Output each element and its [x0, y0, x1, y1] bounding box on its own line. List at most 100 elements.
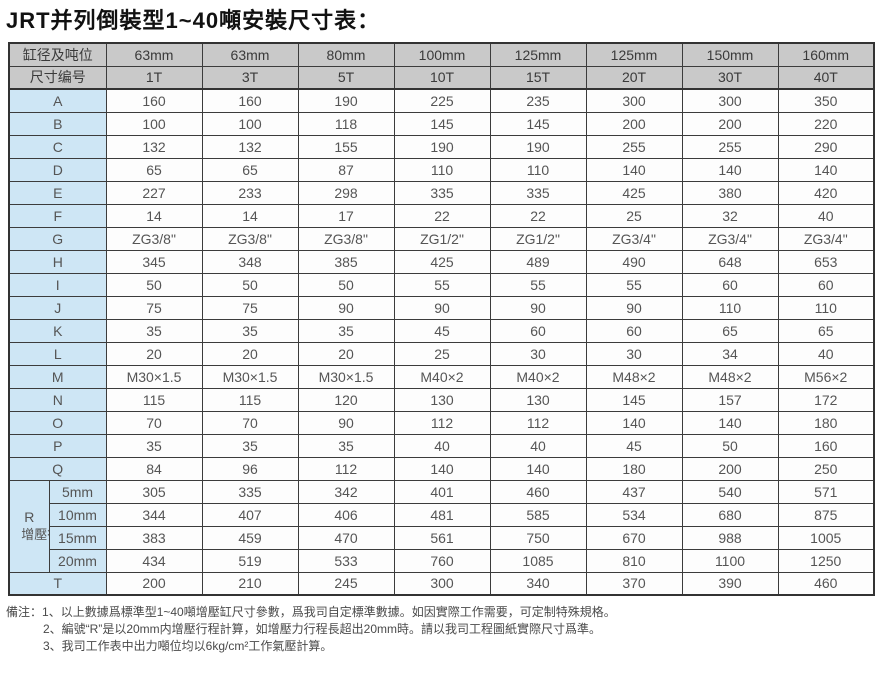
table-cell: 300 [681, 88, 779, 113]
row-label: G [8, 226, 107, 251]
header-cell: 100mm [393, 42, 491, 67]
table-cell: 460 [489, 479, 587, 504]
row-label: F [8, 203, 107, 228]
table-cell: 35 [105, 318, 203, 343]
header-cell: 150mm [681, 42, 779, 67]
table-cell: ZG3/4" [681, 226, 779, 251]
table-cell: 140 [681, 410, 779, 435]
table-cell: 460 [777, 571, 875, 596]
table-cell: 340 [489, 571, 587, 596]
table-cell: M48×2 [681, 364, 779, 389]
catalog-page: JRT并列倒裝型1~40噸安裝尺寸表： 缸径及吨位 63mm 63mm 80mm 100… [0, 3, 883, 685]
table-cell: 489 [489, 249, 587, 274]
table-cell: 112 [393, 410, 491, 435]
table-cell: 90 [297, 410, 395, 435]
table-cell: M30×1.5 [105, 364, 203, 389]
table-cell: 115 [105, 387, 203, 412]
table-cell: 290 [777, 134, 875, 159]
table-cell: 20 [297, 341, 395, 366]
table-cell: 190 [489, 134, 587, 159]
table-cell: 160 [201, 88, 299, 113]
table-cell: 298 [297, 180, 395, 205]
header-cell: 80mm [297, 42, 395, 67]
table-cell: 235 [489, 88, 587, 113]
table-cell: 112 [489, 410, 587, 435]
table-cell: 345 [105, 249, 203, 274]
table-cell: 22 [489, 203, 587, 228]
row-label: O [8, 410, 107, 435]
table-cell: 571 [777, 479, 875, 504]
table-cell: 100 [105, 111, 203, 136]
table-cell: 100 [201, 111, 299, 136]
header-cell: 1T [105, 65, 203, 90]
table-cell: 50 [297, 272, 395, 297]
table-cell: 157 [681, 387, 779, 412]
remark-line: 備注：1、以上數據爲標準型1~40噸增壓缸尺寸參數，爲我司自定標準數據。如因實際… [6, 604, 883, 621]
table-cell: 180 [777, 410, 875, 435]
table-cell: 65 [105, 157, 203, 182]
table-cell: 1100 [681, 548, 779, 573]
table-cell: 14 [105, 203, 203, 228]
table-cell: M40×2 [489, 364, 587, 389]
stroke-label: 15mm [48, 525, 107, 550]
table-cell: ZG3/4" [777, 226, 875, 251]
table-cell: 401 [393, 479, 491, 504]
table-cell: 50 [201, 272, 299, 297]
table-cell: 534 [585, 502, 683, 527]
table-cell: 115 [201, 387, 299, 412]
table-cell: 112 [297, 456, 395, 481]
table-cell: 250 [777, 456, 875, 481]
table-cell: 140 [777, 157, 875, 182]
table-cell: 35 [297, 433, 395, 458]
header-cell: 30T [681, 65, 779, 90]
table-cell: 140 [585, 157, 683, 182]
table-cell: 227 [105, 180, 203, 205]
header-cell: 125mm [585, 42, 683, 67]
table-cell: 96 [201, 456, 299, 481]
row-label: T [8, 571, 107, 596]
table-cell: 160 [105, 88, 203, 113]
table-cell: 561 [393, 525, 491, 550]
row-label: M [8, 364, 107, 389]
table-cell: 348 [201, 249, 299, 274]
remarks: 備注：1、以上數據爲標準型1~40噸增壓缸尺寸參數，爲我司自定標準數據。如因實際… [6, 604, 883, 655]
table-cell: 225 [393, 88, 491, 113]
table-cell: ZG3/8" [201, 226, 299, 251]
table-cell: 344 [105, 502, 203, 527]
table-cell: 90 [489, 295, 587, 320]
table-cell: 65 [681, 318, 779, 343]
table-cell: 210 [201, 571, 299, 596]
table-cell: 70 [105, 410, 203, 435]
table-cell: M40×2 [393, 364, 491, 389]
table-cell: 40 [489, 433, 587, 458]
table-cell: 540 [681, 479, 779, 504]
table-cell: 300 [393, 571, 491, 596]
table-cell: M48×2 [585, 364, 683, 389]
table-cell: 32 [681, 203, 779, 228]
row-label: C [8, 134, 107, 159]
page-title: JRT并列倒裝型1~40噸安裝尺寸表： [6, 8, 381, 33]
table-cell: 140 [681, 157, 779, 182]
table-cell: 200 [681, 111, 779, 136]
table-cell: 350 [777, 88, 875, 113]
table-cell: 680 [681, 502, 779, 527]
table-cell: 34 [681, 341, 779, 366]
table-cell: 434 [105, 548, 203, 573]
table-cell: 20 [105, 341, 203, 366]
table-cell: 87 [297, 157, 395, 182]
header-cell: 10T [393, 65, 491, 90]
row-label: Q [8, 456, 107, 481]
table-cell: 750 [489, 525, 587, 550]
table-cell: 437 [585, 479, 683, 504]
row-label: E [8, 180, 107, 205]
table-cell: 370 [585, 571, 683, 596]
table-cell: 60 [585, 318, 683, 343]
table-cell: 40 [777, 203, 875, 228]
table-cell: M30×1.5 [201, 364, 299, 389]
table-cell: 407 [201, 502, 299, 527]
table-cell: 335 [489, 180, 587, 205]
table-cell: M30×1.5 [297, 364, 395, 389]
table-cell: 60 [777, 272, 875, 297]
table-cell: 110 [777, 295, 875, 320]
table-cell: 30 [489, 341, 587, 366]
